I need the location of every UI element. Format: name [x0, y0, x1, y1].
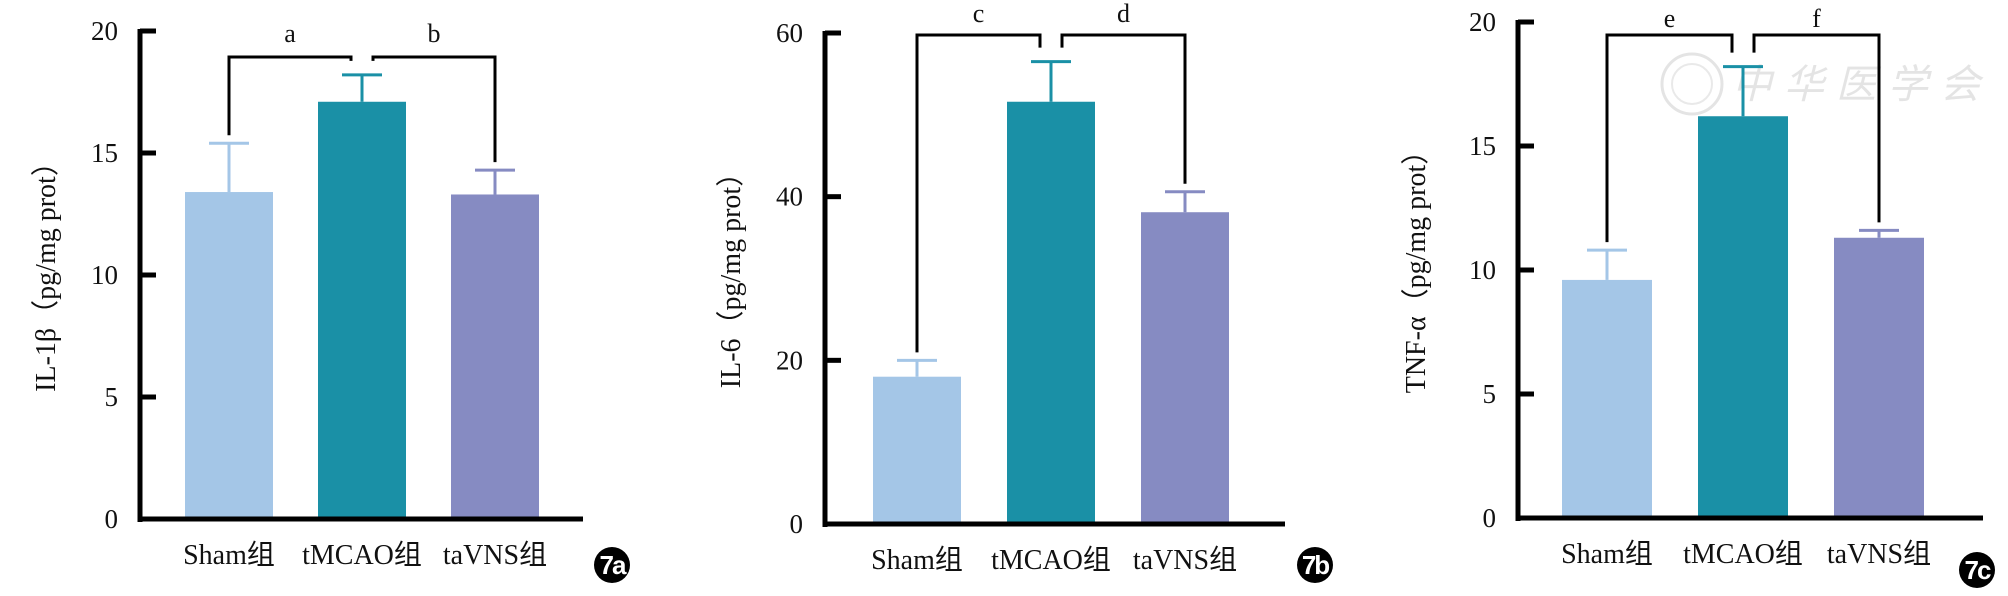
chart-panel-7c: 中华医学会 0 5 10 15 20 TNF-α（pg/mg prot） Sham组 tMCAO…	[1370, 0, 2008, 596]
significance-bracket-d	[1060, 33, 1187, 184]
panel-badge: 7c	[1959, 552, 1995, 588]
il6-bar-chart: 0 20 40 60 IL-6（pg/mg prot） Sham组 tMCAO组 taVNS组…	[715, 0, 1333, 583]
bar-2	[1698, 116, 1788, 519]
y-axis-label: IL-6（pg/mg prot）	[715, 159, 747, 388]
bracket-line	[227, 55, 353, 136]
error-bar-1	[897, 358, 937, 377]
bracket-line	[915, 33, 1042, 353]
bar-2	[318, 101, 406, 519]
error-bar-2	[1031, 60, 1071, 102]
panel-badge: 7a	[594, 547, 630, 583]
panel-badge-label: 7b	[1302, 550, 1329, 580]
bar-2	[1007, 101, 1095, 525]
x-category-label: tMCAO组	[991, 544, 1111, 576]
y-tick-label: 10	[91, 260, 118, 290]
significance-label-c: c	[973, 0, 985, 28]
panel-badge-circle	[1297, 547, 1333, 583]
bracket-line	[1605, 33, 1734, 243]
watermark: 中华医学会	[1660, 52, 1992, 116]
bracket-line	[1060, 33, 1187, 184]
significance-label-d: d	[1117, 0, 1130, 28]
x-category-label: taVNS组	[443, 539, 547, 571]
chart-panel-7b: 0 20 40 60 IL-6（pg/mg prot） Sham组 tMCAO组 taVNS组…	[680, 0, 1370, 596]
x-category-label: Sham组	[1561, 538, 1653, 570]
x-category-label: taVNS组	[1827, 538, 1931, 570]
significance-label-e: e	[1664, 4, 1676, 33]
bracket-line	[1752, 33, 1881, 223]
x-category-label: tMCAO组	[1683, 538, 1803, 570]
x-category-label: Sham组	[871, 544, 963, 576]
tnfa-bar-chart: 中华医学会 0 5 10 15 20 TNF-α（pg/mg prot） Sham组 tMCAO…	[1400, 4, 1995, 588]
significance-label-f: f	[1812, 4, 1821, 33]
il1b-bar-chart: 0 5 10 15 20 IL-1β（pg/mg prot） Sham组 tMCAO组 taVN…	[30, 16, 630, 583]
y-tick-label: 20	[776, 345, 803, 375]
watermark-text: 中华医学会	[1732, 62, 1992, 107]
panel-badge: 7b	[1297, 547, 1333, 583]
bar-3	[1141, 212, 1229, 524]
error-bar-2	[342, 73, 382, 102]
x-category-label: tMCAO组	[302, 539, 422, 571]
panel-badge-circle	[1959, 552, 1995, 588]
watermark-seal-icon	[1660, 52, 1724, 116]
error-bar-1	[1587, 248, 1627, 280]
y-tick-label: 5	[1483, 379, 1497, 409]
bar-3	[451, 194, 539, 520]
significance-label-a: a	[284, 19, 296, 48]
y-tick-label: 60	[776, 18, 803, 48]
bar-1	[873, 376, 961, 524]
significance-bracket-f	[1752, 33, 1881, 223]
panel-badge-label: 7c	[1965, 555, 1991, 585]
error-bar-2	[1723, 65, 1763, 117]
error-bar-3	[475, 168, 515, 195]
y-tick-label: 20	[1469, 7, 1496, 37]
y-tick-label: 15	[91, 138, 118, 168]
error-bar-3	[1859, 228, 1899, 238]
significance-bracket-b	[371, 55, 497, 163]
bracket-line	[371, 55, 497, 163]
y-tick-label: 15	[1469, 131, 1496, 161]
bar-1	[1562, 279, 1652, 518]
bar-3	[1834, 237, 1924, 518]
error-bar-3	[1165, 190, 1205, 213]
panel-badge-label: 7a	[600, 550, 627, 580]
y-axis-label: IL-1β（pg/mg prot）	[30, 148, 62, 392]
error-bar-1	[209, 141, 249, 193]
y-tick-label: 5	[105, 382, 119, 412]
watermark-seal-inner-icon	[1671, 63, 1713, 105]
significance-bracket-c	[915, 33, 1042, 353]
bar-1	[185, 192, 273, 520]
x-category-label: Sham组	[183, 539, 275, 571]
x-category-label: taVNS组	[1133, 544, 1237, 576]
significance-bracket-e	[1605, 33, 1734, 243]
chart-panel-7a: 0 5 10 15 20 IL-1β（pg/mg prot） Sham组 tMCAO组 taVN…	[0, 0, 680, 596]
panel-badge-circle	[594, 547, 630, 583]
y-tick-label: 20	[91, 16, 118, 46]
y-tick-label: 40	[776, 182, 803, 212]
y-tick-label: 10	[1469, 255, 1496, 285]
significance-label-b: b	[428, 19, 441, 48]
y-tick-label: 0	[790, 509, 804, 539]
y-tick-label: 0	[105, 504, 119, 534]
significance-bracket-a	[227, 55, 353, 136]
y-tick-label: 0	[1483, 503, 1497, 533]
y-axis-label: TNF-α（pg/mg prot）	[1400, 137, 1432, 394]
